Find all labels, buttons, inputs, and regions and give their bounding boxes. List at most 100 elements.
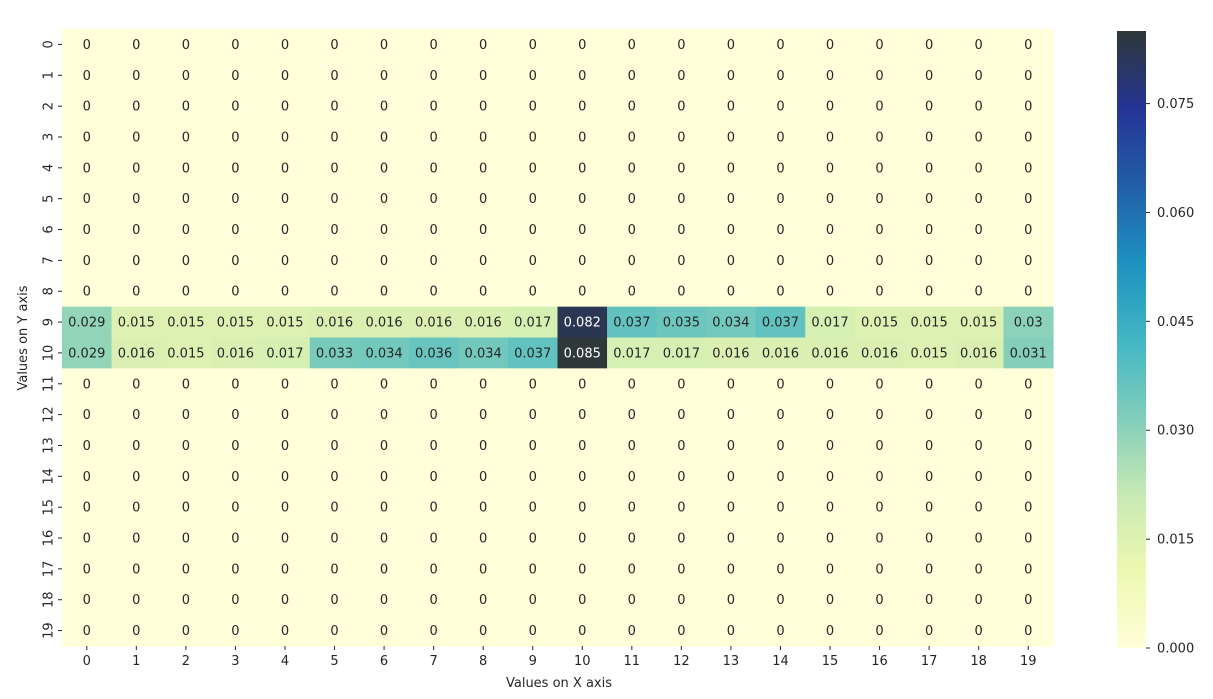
cell-value-label: 0 (875, 532, 883, 547)
cell-value-label: 0 (231, 254, 239, 269)
heatmap-cell (953, 275, 1005, 308)
cell-value-label: 0.035 (663, 316, 700, 331)
heatmap-cell (656, 121, 707, 153)
cell-value-label: 0 (677, 408, 685, 423)
heatmap-cell (161, 399, 212, 431)
heatmap-cell (904, 244, 955, 277)
heatmap-cell (210, 337, 261, 369)
cell-value-label: 0 (231, 192, 239, 207)
cell-value-label: 0 (479, 223, 487, 238)
cell-value-label: 0.017 (811, 316, 848, 331)
cell-value-label: 0 (83, 254, 91, 269)
heatmap-cell (953, 152, 1005, 184)
cell-value-label: 0 (975, 593, 983, 608)
cell-value-label: 0.082 (564, 316, 601, 331)
heatmap-cell (557, 183, 608, 215)
heatmap-cell (607, 584, 658, 616)
heatmap-cell (62, 584, 113, 616)
cell-value-label: 0 (677, 69, 685, 84)
cell-value-label: 0 (231, 377, 239, 392)
colorbar-tick-label: 0.060 (1157, 206, 1194, 221)
heatmap-cell (706, 183, 757, 215)
heatmap-cell (953, 244, 1005, 277)
heatmap-annotations: 0 0 0 0 0 0 0 0 0 0 0 0 0 0 0 0 0 0 0 0 0 0 0 0 0 0 0 0 0 0 0 0 0 0 0 0 0 0 0 0… (68, 38, 1047, 639)
cell-value-label: 0 (132, 439, 140, 454)
heatmap-cell (607, 491, 658, 524)
heatmap-cell (755, 183, 806, 215)
cell-value-label: 0 (330, 624, 338, 639)
heatmap-cell (557, 244, 608, 277)
heatmap-cell (904, 306, 955, 339)
heatmap-cell (210, 615, 261, 647)
cell-value-label: 0 (925, 408, 933, 423)
heatmap-cell (854, 183, 905, 215)
heatmap-cell (408, 183, 459, 215)
cell-value-label: 0 (132, 130, 140, 145)
cell-value-label: 0 (380, 470, 388, 485)
heatmap-cell (210, 214, 261, 246)
heatmap-cell (62, 152, 113, 184)
cell-value-label: 0 (479, 624, 487, 639)
heatmap-cell (904, 183, 955, 215)
cell-value-label: 0 (429, 532, 437, 547)
cell-value-label: 0 (132, 501, 140, 516)
heatmap-cell (62, 368, 113, 400)
heatmap-cell (111, 399, 162, 431)
heatmap-cell (210, 522, 261, 555)
heatmap-cell (260, 214, 311, 246)
cell-value-label: 0.029 (68, 316, 105, 331)
cell-value-label: 0.016 (712, 346, 749, 361)
heatmap-cell (161, 337, 212, 369)
heatmap-cell (161, 491, 212, 524)
cell-value-label: 0 (727, 192, 735, 207)
cell-value-label: 0 (330, 223, 338, 238)
heatmap-cell (62, 275, 113, 308)
x-tick-label: 14 (772, 654, 789, 669)
heatmap-cell (62, 29, 113, 61)
cell-value-label: 0 (529, 223, 537, 238)
cell-value-label: 0 (380, 223, 388, 238)
cell-value-label: 0 (182, 439, 190, 454)
heatmap-cell (359, 460, 410, 493)
cell-value-label: 0 (132, 285, 140, 300)
heatmap-cell (62, 491, 113, 524)
cell-value-label: 0 (429, 285, 437, 300)
cell-value-label: 0 (826, 254, 834, 269)
heatmap-cell (260, 152, 311, 184)
heatmap-cell (607, 522, 658, 555)
heatmap-cell (161, 584, 212, 616)
cell-value-label: 0 (925, 470, 933, 485)
cell-value-label: 0 (677, 501, 685, 516)
cell-value-label: 0 (479, 470, 487, 485)
heatmap-cell (656, 29, 707, 61)
cell-value-label: 0.016 (316, 316, 353, 331)
heatmap-cell (953, 59, 1005, 92)
heatmap-cell (408, 399, 459, 431)
heatmap-cell (904, 522, 955, 555)
cell-value-label: 0 (83, 501, 91, 516)
heatmap-cell (953, 337, 1005, 369)
heatmap-cell (904, 152, 955, 184)
cell-value-label: 0 (429, 593, 437, 608)
cell-value-label: 0 (231, 130, 239, 145)
cell-value-label: 0 (1024, 285, 1032, 300)
cell-value-label: 0 (529, 470, 537, 485)
cell-value-label: 0 (628, 38, 636, 53)
cell-value-label: 0 (529, 100, 537, 115)
heatmap-cell (1003, 615, 1054, 647)
heatmap-cell (260, 244, 311, 277)
cell-value-label: 0 (677, 38, 685, 53)
heatmap-cell (904, 399, 955, 431)
heatmap-cell (210, 553, 261, 585)
x-tick-label: 12 (673, 654, 690, 669)
heatmap-cell (854, 29, 905, 61)
cell-value-label: 0.015 (167, 346, 204, 361)
cell-value-label: 0 (479, 69, 487, 84)
heatmap-cell (1003, 121, 1054, 153)
cell-value-label: 0 (132, 100, 140, 115)
cell-value-label: 0 (677, 161, 685, 176)
cell-value-label: 0 (529, 254, 537, 269)
cell-value-label: 0 (479, 254, 487, 269)
cell-value-label: 0 (975, 439, 983, 454)
